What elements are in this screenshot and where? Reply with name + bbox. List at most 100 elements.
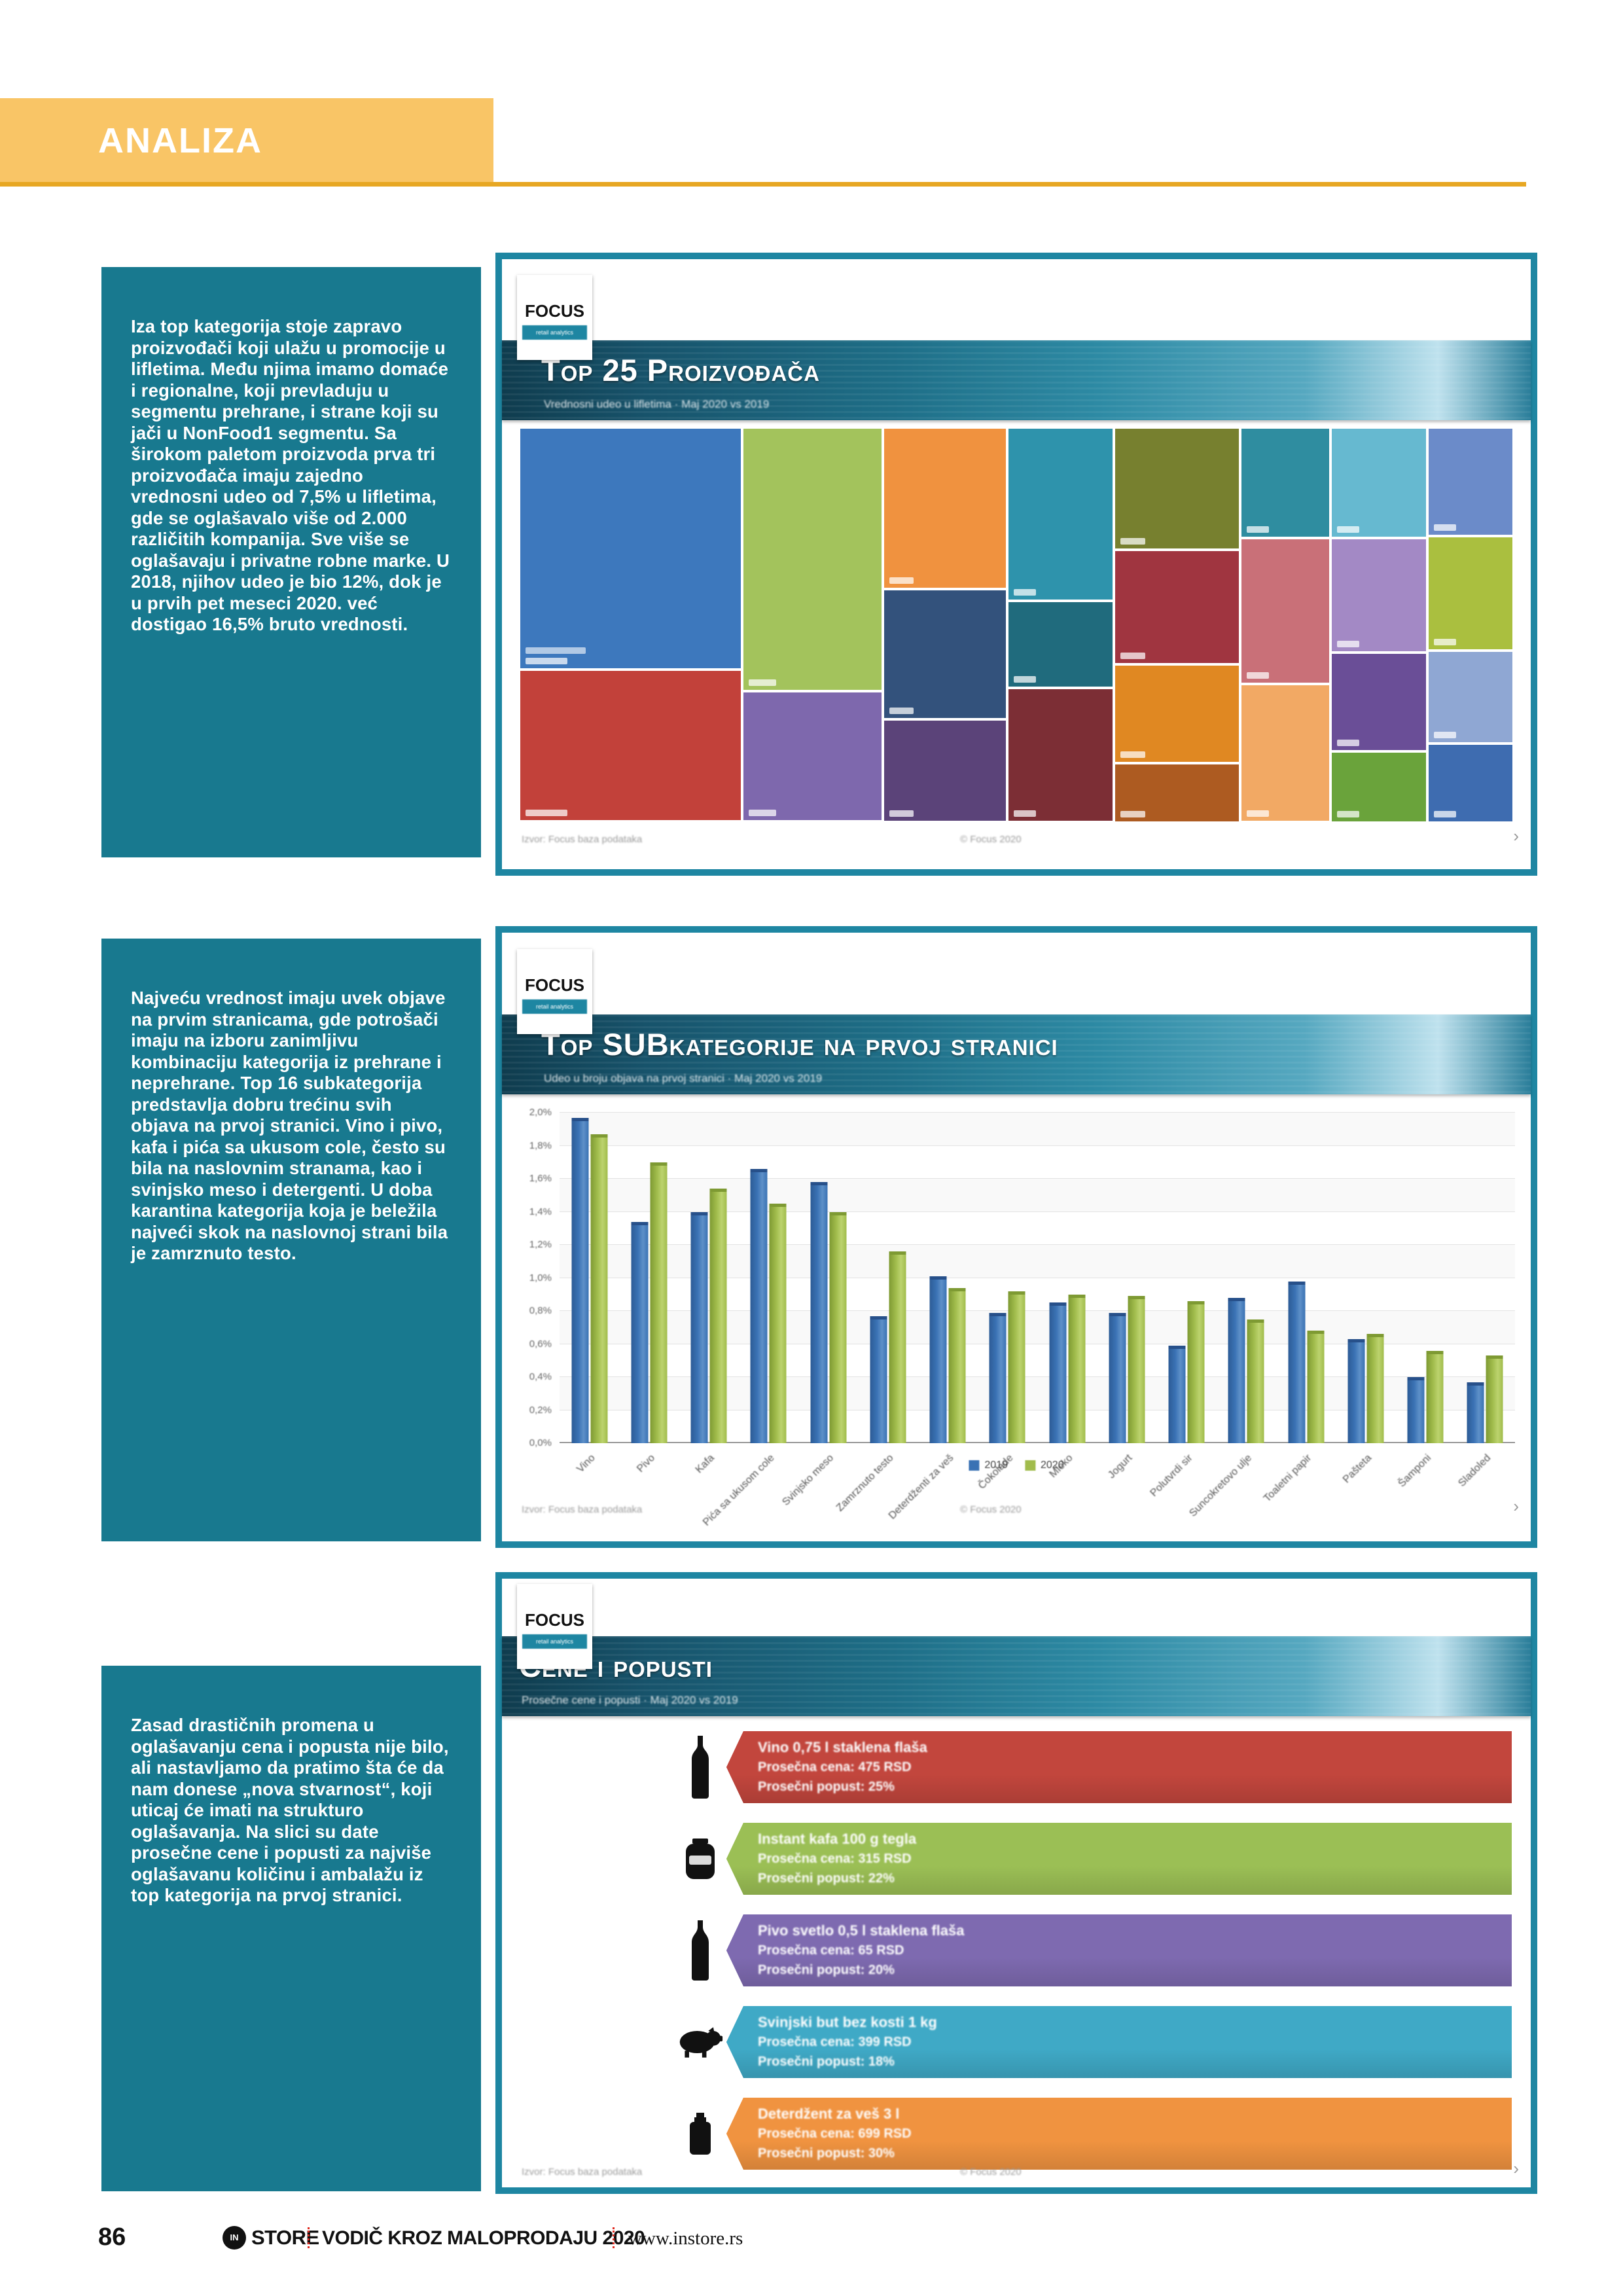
y-axis-tick-label: 2,0% (529, 1107, 552, 1118)
y-axis-tick-label: 1,6% (529, 1173, 552, 1184)
x-axis-category-label: Svinjsko meso (780, 1452, 836, 1508)
treemap-tile-label (889, 708, 914, 714)
y-axis-tick-label: 1,8% (529, 1139, 552, 1151)
treemap-tile (743, 429, 882, 690)
bar-group: Deterdženti za veš (886, 1113, 978, 1522)
footer-separator (613, 2227, 615, 2248)
treemap-tile (883, 590, 1006, 718)
treemap-tile-label (1337, 641, 1360, 647)
legend-item: 2019 (969, 1460, 1008, 1471)
x-axis-category-label: Vino (575, 1452, 597, 1475)
treemap-tile-label (526, 647, 586, 654)
bar-group: Pivo (619, 1113, 679, 1475)
treemap-column (743, 429, 882, 821)
legend-label: 2020 (1041, 1460, 1064, 1471)
bar-2020 (1128, 1296, 1145, 1443)
copyright-note: © Focus 2020 (960, 2166, 1022, 2178)
legend-swatch (1025, 1460, 1035, 1471)
panel-cene-i-popusti: FOCUS retail analytics Cene i popusti Pr… (495, 1572, 1537, 2194)
source-note: Izvor: Focus baza podataka (522, 834, 643, 845)
bar-2019 (571, 1117, 589, 1443)
bar-2020 (590, 1134, 608, 1443)
price-ribbon-text-line: Vino 0,75 l staklena flaša (758, 1739, 927, 1755)
treemap-column (1332, 429, 1427, 821)
footer-website-link[interactable]: www.instore.rs (628, 2228, 743, 2249)
treemap-tile (743, 692, 882, 820)
bar-group: Jogurt (1097, 1113, 1156, 1480)
copyright-note: © Focus 2020 (960, 1504, 1022, 1515)
x-axis-category-label: Jogurt (1106, 1452, 1135, 1481)
footer-guide-title: VODIČ KROZ MALOPRODAJU 2020 (322, 2227, 645, 2249)
bar-pair (810, 1113, 847, 1443)
treemap (520, 429, 1516, 821)
x-axis-category-label: Deterdženti za veš (886, 1452, 956, 1522)
bar-group: Zamrznuto testo (834, 1113, 918, 1514)
bar-2019 (1049, 1302, 1067, 1443)
bar-group: Vino (560, 1113, 619, 1475)
treemap-tile-label (1434, 732, 1457, 738)
treemap-column (1241, 429, 1330, 821)
chart-banner (502, 1014, 1531, 1094)
plot-gridline (560, 1112, 1515, 1113)
x-axis-category-label: Pivo (634, 1452, 657, 1475)
treemap-tile-label (1120, 538, 1145, 545)
panel-top-subkategorije: FOCUS retail analytics Top SUBkategorije… (495, 926, 1537, 1548)
detergent-bottle-icon (677, 2102, 723, 2165)
bar-2020 (650, 1162, 668, 1443)
price-ribbon: Svinjski but bez kosti 1 kg Prosečna cena… (726, 2006, 1512, 2078)
treemap-tile (1008, 429, 1113, 600)
treemap-tile (520, 671, 741, 820)
y-axis-tick-label: 1,2% (529, 1239, 552, 1250)
price-ribbon-text-line: Instant kafa 100 g tegla (758, 1831, 917, 1847)
pig-icon (677, 2011, 723, 2073)
focus-logo: FOCUS retail analytics (517, 275, 592, 360)
treemap-tile (1429, 537, 1513, 649)
x-axis-category-label: Polutvrdi sir (1148, 1452, 1195, 1499)
treemap-tile (520, 429, 741, 668)
bar-2019 (631, 1221, 649, 1443)
copyright-note: © Focus 2020 (960, 834, 1022, 845)
treemap-tile-label (1120, 653, 1145, 659)
coffee-jar-icon (677, 1827, 723, 1890)
bar-2019 (989, 1312, 1007, 1443)
treemap-column (520, 429, 741, 821)
bar-pair (989, 1113, 1026, 1443)
chart-banner (502, 1636, 1531, 1716)
bar-2019 (810, 1182, 828, 1443)
bar-pair (870, 1113, 906, 1443)
x-axis-category-label: Kafa (693, 1452, 717, 1476)
chart-subtitle-cene: Prosečne cene i popusti · Maj 2020 vs 20… (522, 1694, 738, 1706)
bar-2020 (1008, 1291, 1026, 1443)
bar-group: Suncokretovo ulje (1187, 1113, 1276, 1519)
legend-swatch (969, 1460, 980, 1471)
bar-2019 (1467, 1382, 1484, 1443)
price-ribbon-text-line: Deterdžent za veš 3 l (758, 2106, 900, 2122)
focus-logo-subtext: retail analytics (522, 325, 587, 340)
focus-logo-subtext: retail analytics (522, 999, 587, 1014)
pager-chevron-icon: › (1513, 1496, 1519, 1516)
bar-2020 (1187, 1300, 1205, 1443)
bar-2019 (690, 1211, 708, 1443)
bar-2019 (1347, 1338, 1365, 1443)
x-axis-category-label: Suncokretovo ulje (1187, 1452, 1255, 1519)
bar-2019 (750, 1168, 768, 1443)
treemap-tile (1429, 429, 1513, 535)
treemap-tile-label (1013, 676, 1036, 683)
x-axis-category-label: Pašteta (1340, 1452, 1374, 1486)
bar-group: Mleko (1037, 1113, 1097, 1480)
page-title: ANALIZA (98, 121, 262, 160)
y-axis-tick-label: 1,4% (529, 1206, 552, 1217)
price-bar-row: Pivo svetlo 0,5 l staklena flaša Prosečna… (677, 1914, 1512, 1986)
bar-pair (1347, 1113, 1384, 1443)
treemap-tile-label (1434, 811, 1457, 817)
bar-2019 (1228, 1297, 1245, 1443)
x-axis-line (560, 1442, 1515, 1443)
treemap-tile-label (748, 679, 777, 686)
paragraph-2: Najveću vrednost imaju uvek objave na pr… (131, 988, 448, 1263)
x-axis-category-label: Šamponi (1396, 1452, 1434, 1490)
treemap-tile (1008, 689, 1113, 821)
beer-bottle-icon (677, 1919, 723, 1982)
bar-group: Pića sa ukusom cole (701, 1113, 798, 1528)
pager-chevron-icon: › (1513, 826, 1519, 846)
